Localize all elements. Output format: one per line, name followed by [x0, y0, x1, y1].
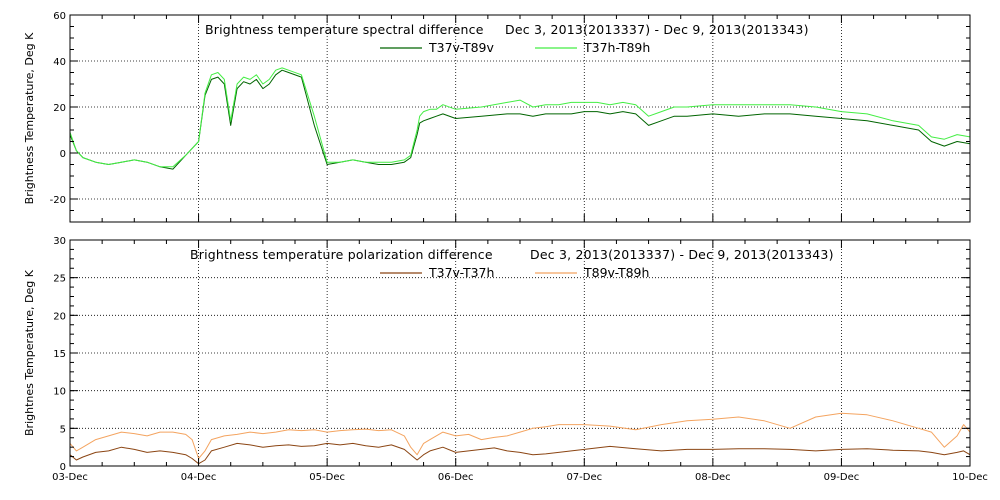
x-tick-label: 09-Dec: [824, 472, 860, 483]
x-tick-label: 05-Dec: [309, 472, 345, 483]
y-tick-label: 20: [53, 311, 66, 322]
plot-frame: [69, 14, 971, 223]
chart-date-range: Dec 3, 2013(2013337) - Dec 9, 2013(20133…: [530, 247, 834, 262]
y-tick-label: 0: [60, 462, 66, 473]
legend-label: T89v-T89h: [583, 265, 649, 280]
y-tick-label: 15: [53, 349, 66, 360]
y-tick-label: 40: [53, 57, 66, 68]
y-axis-label: Brightnes Temperature, Deg K: [23, 269, 36, 436]
chart-date-range: Dec 3, 2013(2013337) - Dec 9, 2013(20133…: [505, 22, 809, 37]
polarization-difference-panel: 03-Dec 04-Dec 05-Dec 06-Dec 07-Dec 08-Dec 09-D…: [23, 236, 988, 483]
x-tick-label: 04-Dec: [181, 472, 217, 483]
y-tick-label: 5: [60, 424, 66, 435]
x-tick-label: 06-Dec: [438, 472, 474, 483]
series-line-t37v-t37h: [69, 442, 971, 465]
y-tick-label: 25: [53, 274, 66, 285]
y-tick-label: 60: [53, 11, 66, 22]
y-tick-label: -20: [50, 195, 66, 206]
x-tick-label: 03-Dec: [52, 472, 88, 483]
y-tick-label: 10: [53, 387, 66, 398]
y-tick-label: 0: [60, 149, 66, 160]
spectral-difference-panel: -20 0 20 40 60 Brightness temperature spectr…: [23, 11, 971, 223]
series-line-t37v-t89v: [69, 69, 971, 170]
legend-label: T37v-T37h: [428, 265, 494, 280]
series-line-t37h-t89h: [69, 67, 971, 168]
legend-label: T37v-T89v: [428, 40, 495, 55]
x-tick-label: 07-Dec: [566, 472, 602, 483]
legend-label: T37h-T89h: [583, 40, 650, 55]
y-tick-label: 30: [53, 236, 66, 247]
y-axis-label: Brightness Temperature, Deg K: [23, 32, 36, 204]
x-tick-label: 08-Dec: [695, 472, 731, 483]
y-tick-label: 20: [53, 103, 66, 114]
x-tick-label: 10-Dec: [952, 472, 988, 483]
chart-title: Brightness temperature polarization diff…: [190, 247, 493, 262]
chart-title: Brightness temperature spectral differen…: [205, 22, 484, 37]
series-line-t89v-t89h: [69, 412, 971, 459]
